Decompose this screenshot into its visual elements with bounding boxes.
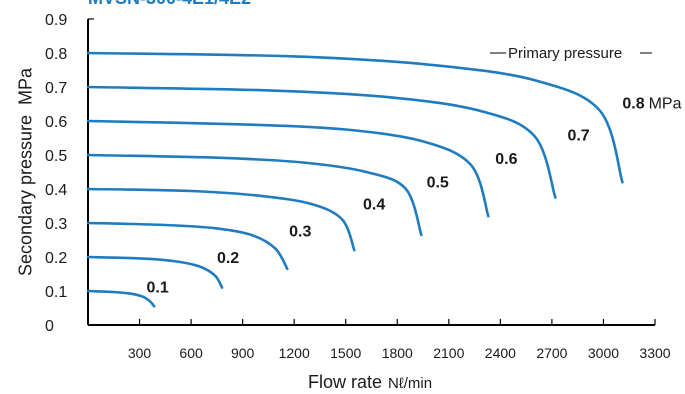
x-axis-label-text: Flow rate (308, 372, 383, 392)
curve-label-0-5: 0.5 (427, 174, 449, 191)
curve-primary-0-5 (86, 153, 423, 237)
curve-label-0-6: 0.6 (495, 151, 517, 168)
curve-label-0-2: 0.2 (217, 250, 239, 267)
curve-label-0-1: 0.1 (147, 280, 169, 297)
curve-label-0-8: 0.8 MPa (622, 95, 681, 112)
y-tick-label: 0.7 (45, 80, 67, 97)
x-tick-label: 3000 (588, 345, 619, 361)
x-tick-label: 1800 (382, 345, 413, 361)
x-tick-label: 900 (231, 345, 255, 361)
curve-primary-0-4 (86, 187, 356, 252)
y-tick-label: 0.8 (45, 46, 67, 63)
x-axis-unit: Nℓ/min (388, 375, 433, 392)
x-tick-label: 600 (179, 345, 203, 361)
y-tick-label: 0.9 (45, 12, 67, 29)
legend-title: Primary pressure (508, 45, 622, 62)
x-tick-label: 1200 (279, 345, 310, 361)
y-tick-label: 0.4 (45, 182, 67, 199)
x-axis-label: Flow rate Nℓ/min (308, 372, 432, 393)
y-tick-label: 0.1 (45, 284, 67, 301)
y-tick-label: 0.5 (45, 148, 67, 165)
curve-primary-0-6 (86, 119, 490, 218)
y-tick-label: 0.2 (45, 250, 67, 267)
chart-title: MVSN-300-4E1/4E2 (88, 0, 251, 9)
x-tick-label: 1500 (330, 345, 361, 361)
y-tick-label: 0 (45, 318, 54, 335)
y-tick-label: 0.3 (45, 216, 67, 233)
curve-label-unit: MPa (649, 95, 682, 112)
y-tick-label: 0.6 (45, 114, 67, 131)
curve-label-0-3: 0.3 (289, 224, 311, 241)
y-axis-label-text: Secondary pressure (15, 114, 36, 277)
y-axis-unit: MPa (15, 67, 36, 105)
x-tick-label: 2400 (485, 345, 516, 361)
x-tick-label: 300 (128, 345, 152, 361)
x-tick-label: 2100 (433, 345, 464, 361)
curve-primary-0-8 (86, 51, 624, 184)
curve-label-0-7: 0.7 (567, 127, 589, 144)
curve-primary-0-1 (86, 289, 156, 308)
curve-label-0-4: 0.4 (363, 197, 385, 214)
x-tick-label: 2700 (536, 345, 567, 361)
x-tick-label: 3300 (639, 345, 670, 361)
curve-primary-0-2 (86, 255, 224, 289)
y-axis-label: Secondary pressure MPa (16, 68, 37, 276)
curve-primary-0-3 (86, 221, 289, 271)
curve-primary-0-7 (86, 85, 557, 199)
